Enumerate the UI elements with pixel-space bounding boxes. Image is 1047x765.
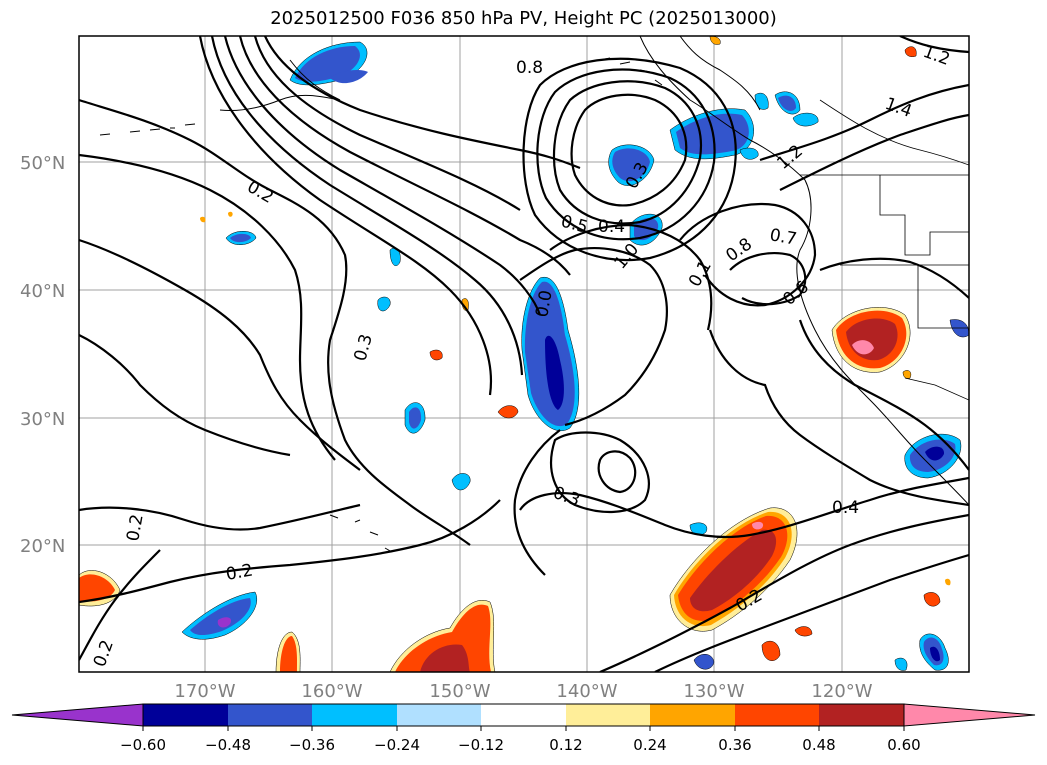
colorbar-tick-label: 0.12 (549, 736, 582, 754)
colorbar-tick-label: −0.24 (374, 736, 420, 754)
lat-label: 20°N (20, 536, 65, 557)
contour-label: 0.8 (516, 58, 543, 78)
colorbar-tick-label: 0.36 (718, 736, 751, 754)
lat-label: 50°N (20, 153, 65, 174)
colorbar-extend-left (11, 703, 144, 727)
contour-label: 0.2 (123, 513, 147, 543)
longitude-labels: 170°W 160°W 150°W 140°W 130°W 120°W (174, 681, 872, 702)
political-borders (800, 99, 969, 401)
colorbar-segment (819, 704, 904, 726)
map-frame (78, 35, 970, 673)
colorbar-extend-right (903, 703, 1036, 727)
colorbar-segment (397, 704, 481, 726)
colorbar-ticks (142, 726, 905, 731)
contour-label: 0.4 (832, 498, 859, 518)
lon-label: 170°W (174, 681, 235, 702)
lat-label: 30°N (20, 409, 65, 430)
colorbar: −0.60 −0.48 −0.36 −0.24 −0.12 0.12 0.24 … (11, 703, 1036, 754)
colorbar-tick-label: −0.48 (205, 736, 251, 754)
colorbar-frame (142, 703, 905, 727)
contour-label: 0.2 (224, 561, 254, 585)
colorbar-tick-label: 0.60 (887, 736, 920, 754)
lon-label: 130°W (683, 681, 744, 702)
colorbar-tick-label: −0.36 (289, 736, 335, 754)
colorbar-segment (735, 704, 819, 726)
map-title: 2025012500 F036 850 hPa PV, Height PC (2… (270, 8, 777, 29)
latitude-labels: 50°N 40°N 30°N 20°N (20, 153, 65, 557)
lon-label: 160°W (301, 681, 362, 702)
height-contours (79, 36, 969, 672)
colorbar-segment (650, 704, 735, 726)
lon-label: 120°W (811, 681, 872, 702)
contour-label: 0.7 (768, 225, 798, 249)
colorbar-segment (312, 704, 397, 726)
colorbar-tick-label: −0.60 (120, 736, 166, 754)
pv-negative-anomalies (181, 41, 969, 671)
contour-label: 0.0 (532, 289, 556, 319)
lon-label: 150°W (429, 681, 490, 702)
lon-label: 140°W (556, 681, 617, 702)
contour-label: 0.4 (598, 217, 625, 237)
colorbar-segment (143, 704, 228, 726)
colorbar-segment (566, 704, 650, 726)
colorbar-segment (228, 704, 312, 726)
colorbar-tick-label: −0.12 (458, 736, 504, 754)
colorbar-tick-label: 0.24 (633, 736, 666, 754)
colorbar-segment (481, 704, 566, 726)
colorbar-tick-label: 0.48 (802, 736, 835, 754)
lat-label: 40°N (20, 281, 65, 302)
